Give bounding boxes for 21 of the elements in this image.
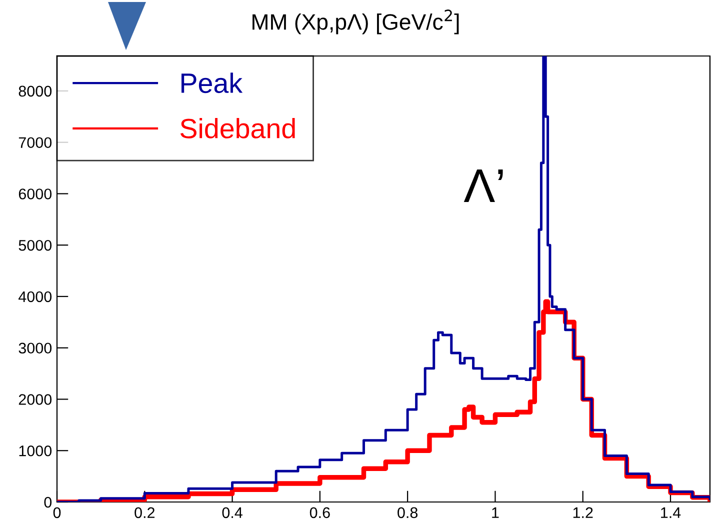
- chart-title: MM (Xp,pΛ) [GeV/c$^{2}$]: [252, 10, 459, 34]
- y-tick-label: 3000: [18, 342, 52, 354]
- y-tick-label: 4000: [18, 291, 52, 302]
- x-tick-label: 0: [53, 507, 61, 518]
- x-tick-label: 0.2: [134, 507, 154, 518]
- x-tick-label: 0.6: [310, 507, 330, 518]
- y-tick-label: 6000: [18, 188, 52, 200]
- legend-label: Sideband: [180, 118, 295, 138]
- x-tick-label: 1: [492, 507, 499, 518]
- y-tick-label: 7000: [18, 137, 52, 148]
- y-tick-label: 1000: [19, 445, 52, 456]
- x-tick-label: 1.4: [661, 507, 681, 518]
- x-tick-label: 0.8: [398, 507, 418, 518]
- y-tick-label: 2000: [18, 394, 52, 405]
- annotation: Λ’: [464, 170, 503, 202]
- y-tick-label: 8000: [18, 86, 52, 97]
- y-tick-label: 5000: [18, 240, 52, 251]
- legend-label: Peak: [182, 72, 243, 94]
- x-tick-label: 1.2: [573, 507, 593, 518]
- x-tick-label: 0.4: [222, 507, 242, 518]
- y-tick-label: 0: [44, 496, 52, 508]
